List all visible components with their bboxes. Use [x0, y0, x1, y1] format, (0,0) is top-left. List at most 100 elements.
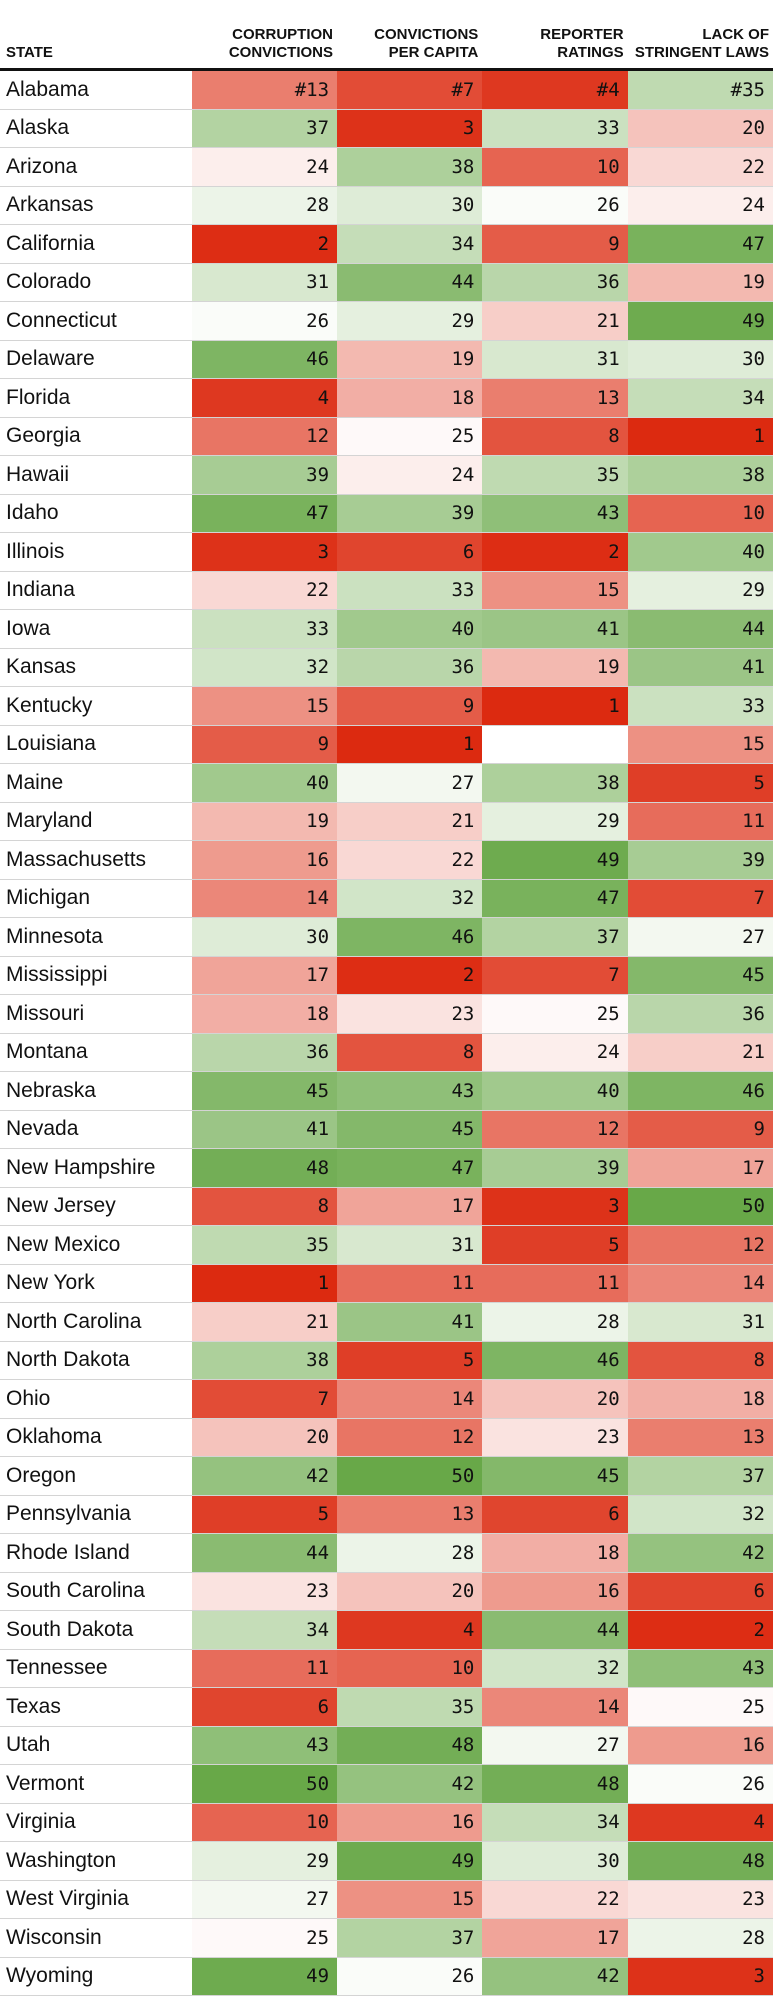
table-row: Washington 29 49 30 48: [0, 1841, 773, 1881]
convictions-per-capita-cell: 25: [337, 417, 483, 456]
table-row: Georgia 12 25 8 1: [0, 417, 773, 456]
reporter-ratings-cell: 20: [482, 1379, 628, 1419]
column-header-state: STATE: [0, 0, 192, 71]
table-row: New Mexico 35 31 5 12: [0, 1225, 773, 1265]
state-cell: Missouri: [0, 994, 192, 1034]
lack-of-stringent-laws-cell: 21: [627, 1033, 773, 1072]
corruption-convictions-cell: 46: [191, 340, 338, 379]
convictions-per-capita-cell: 23: [337, 994, 483, 1034]
state-cell: Washington: [0, 1841, 192, 1881]
reporter-ratings-cell: 21: [482, 301, 628, 341]
corruption-convictions-cell: 44: [191, 1533, 338, 1573]
column-header-convictions-per-capita: CONVICTIONS PER CAPITA: [337, 0, 483, 71]
convictions-per-capita-cell: 1: [337, 725, 483, 764]
lack-of-stringent-laws-cell: 26: [627, 1764, 773, 1804]
table-row: Wisconsin 25 37 17 28: [0, 1918, 773, 1958]
state-cell: Kentucky: [0, 686, 192, 726]
lack-of-stringent-laws-cell: 47: [627, 224, 773, 264]
state-cell: Oklahoma: [0, 1418, 192, 1457]
table-row: Massachusetts 16 22 49 39: [0, 840, 773, 880]
column-header-corruption-convictions: CORRUPTION CONVICTIONS: [191, 0, 338, 71]
corruption-convictions-cell: 15: [191, 686, 338, 726]
convictions-per-capita-cell: 14: [337, 1379, 483, 1419]
table-row: Colorado 31 44 36 19: [0, 263, 773, 302]
corruption-convictions-cell: 11: [191, 1649, 338, 1688]
convictions-per-capita-cell: 45: [337, 1110, 483, 1149]
state-cell: New Mexico: [0, 1225, 192, 1265]
table-row: West Virginia 27 15 22 23: [0, 1880, 773, 1919]
convictions-per-capita-cell: 21: [337, 802, 483, 841]
lack-of-stringent-laws-cell: 48: [627, 1841, 773, 1881]
lack-of-stringent-laws-cell: 14: [627, 1264, 773, 1303]
corruption-convictions-cell: 10: [191, 1803, 338, 1842]
reporter-ratings-cell: 37: [482, 917, 628, 957]
table-row: Rhode Island 44 28 18 42: [0, 1533, 773, 1573]
lack-of-stringent-laws-cell: 16: [627, 1726, 773, 1765]
corruption-convictions-cell: 4: [191, 378, 338, 418]
convictions-per-capita-cell: 12: [337, 1418, 483, 1457]
table-row: Utah 43 48 27 16: [0, 1726, 773, 1765]
convictions-per-capita-cell: #7: [337, 69, 483, 110]
state-cell: New York: [0, 1264, 192, 1303]
state-cell: Arizona: [0, 147, 192, 187]
state-cell: South Carolina: [0, 1572, 192, 1611]
state-cell: Louisiana: [0, 725, 192, 764]
corruption-convictions-cell: 12: [191, 417, 338, 456]
table-row: Missouri 18 23 25 36: [0, 994, 773, 1034]
corruption-convictions-cell: 29: [191, 1841, 338, 1881]
table-row: Hawaii 39 24 35 38: [0, 455, 773, 495]
lack-of-stringent-laws-cell: 12: [627, 1225, 773, 1265]
header-line: STRINGENT LAWS: [634, 44, 769, 61]
corruption-convictions-cell: 24: [191, 147, 338, 187]
column-header-reporter-ratings: REPORTER RATINGS: [482, 0, 628, 71]
corruption-convictions-cell: 41: [191, 1110, 338, 1149]
reporter-ratings-cell: 2: [482, 532, 628, 572]
lack-of-stringent-laws-cell: 10: [627, 494, 773, 533]
reporter-ratings-cell: 39: [482, 1148, 628, 1188]
state-cell: Utah: [0, 1726, 192, 1765]
table-row: Michigan 14 32 47 7: [0, 879, 773, 918]
table-row: South Carolina 23 20 16 6: [0, 1572, 773, 1611]
convictions-per-capita-cell: 40: [337, 609, 483, 649]
lack-of-stringent-laws-cell: 50: [627, 1187, 773, 1226]
header-line: RATINGS: [557, 44, 624, 61]
table-row: South Dakota 34 4 44 2: [0, 1610, 773, 1650]
state-cell: Connecticut: [0, 301, 192, 341]
reporter-ratings-cell: 33: [482, 109, 628, 148]
convictions-per-capita-cell: 3: [337, 109, 483, 148]
corruption-convictions-cell: 23: [191, 1572, 338, 1611]
reporter-ratings-cell: 24: [482, 1033, 628, 1072]
lack-of-stringent-laws-cell: 28: [627, 1918, 773, 1958]
lack-of-stringent-laws-cell: 37: [627, 1456, 773, 1496]
table-row: North Carolina 21 41 28 31: [0, 1302, 773, 1342]
reporter-ratings-cell: 15: [482, 571, 628, 610]
state-cell: Kansas: [0, 648, 192, 687]
convictions-per-capita-cell: 22: [337, 840, 483, 880]
lack-of-stringent-laws-cell: 40: [627, 532, 773, 572]
table-row: California 2 34 9 47: [0, 224, 773, 264]
convictions-per-capita-cell: 19: [337, 340, 483, 379]
state-cell: Hawaii: [0, 455, 192, 495]
corruption-convictions-cell: 7: [191, 1379, 338, 1419]
lack-of-stringent-laws-cell: 39: [627, 840, 773, 880]
state-cell: Maryland: [0, 802, 192, 841]
table-row: Alabama #13 #7 #4 #35: [0, 69, 773, 110]
header-line: LACK OF: [702, 26, 769, 43]
lack-of-stringent-laws-cell: 3: [627, 1957, 773, 1996]
reporter-ratings-cell: 8: [482, 417, 628, 456]
corruption-convictions-cell: 9: [191, 725, 338, 764]
corruption-convictions-cell: 21: [191, 1302, 338, 1342]
convictions-per-capita-cell: 17: [337, 1187, 483, 1226]
corruption-convictions-cell: 34: [191, 1610, 338, 1650]
table-row: Tennessee 11 10 32 43: [0, 1649, 773, 1688]
table-row: Idaho 47 39 43 10: [0, 494, 773, 533]
table-row: Alaska 37 3 33 20: [0, 109, 773, 148]
reporter-ratings-cell: 42: [482, 1957, 628, 1996]
state-cell: North Dakota: [0, 1341, 192, 1380]
table-row: Connecticut 26 29 21 49: [0, 301, 773, 341]
corruption-convictions-cell: 19: [191, 802, 338, 841]
table-row: Kansas 32 36 19 41: [0, 648, 773, 687]
lack-of-stringent-laws-cell: 17: [627, 1148, 773, 1188]
lack-of-stringent-laws-cell: 4: [627, 1803, 773, 1842]
corruption-convictions-cell: 5: [191, 1495, 338, 1534]
